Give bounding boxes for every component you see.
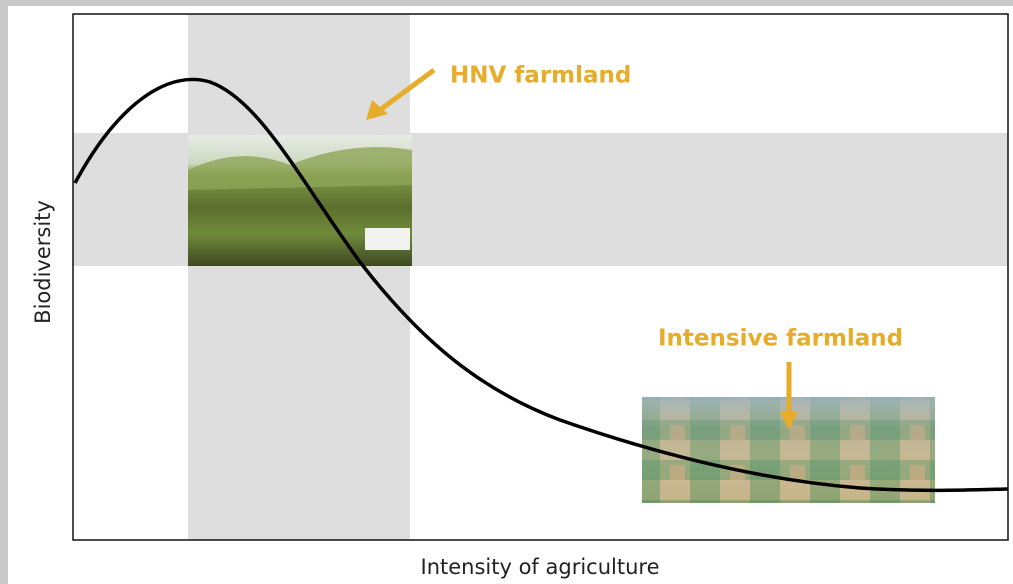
intensive-label: Intensive farmland [658,326,903,352]
vertical-band [188,14,410,540]
diagram: HNV farmland Intensive farmland Biodiver… [0,0,1013,584]
x-axis-label: Intensity of agriculture [421,555,660,579]
hnv-photo [188,135,412,266]
y-axis-label: Biodiversity [31,200,55,324]
hnv-label: HNV farmland [450,63,631,89]
page: HNV farmland Intensive farmland Biodiver… [0,0,1013,584]
